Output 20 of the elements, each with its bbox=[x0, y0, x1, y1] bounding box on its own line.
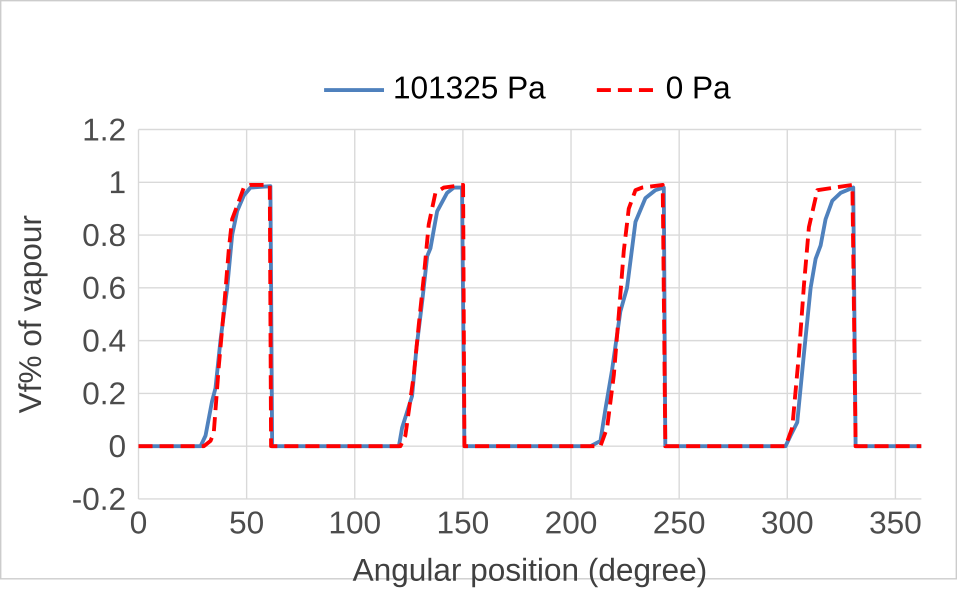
y-tick-label: -0.2 bbox=[73, 488, 124, 510]
y-tick-label: 0.8 bbox=[83, 224, 125, 246]
y-tick-label: 0 bbox=[110, 434, 125, 458]
y-tick-label: 0.4 bbox=[83, 329, 126, 352]
x-tick-label: 350 bbox=[870, 511, 921, 534]
x-tick-label: 0 bbox=[130, 511, 146, 534]
y-tick-label: 0.6 bbox=[83, 276, 125, 300]
x-tick-label: 150 bbox=[438, 511, 488, 534]
y-axis-title: Vf% of vapour bbox=[18, 216, 48, 414]
legend-label: 101325 Pa bbox=[395, 76, 546, 99]
x-tick-label: 100 bbox=[330, 511, 380, 534]
y-tick-label: 1 bbox=[110, 171, 125, 194]
x-tick-label: 250 bbox=[654, 511, 704, 534]
x-tick-label: 50 bbox=[230, 511, 263, 534]
legend-label: 0 Pa bbox=[666, 76, 731, 99]
x-axis-title: Angular position (degree) bbox=[352, 558, 706, 588]
x-tick-label: 200 bbox=[546, 511, 596, 534]
x-tick-label: 300 bbox=[762, 511, 812, 534]
y-tick-label: 0.2 bbox=[83, 382, 124, 405]
y-tick-label: 1.2 bbox=[84, 118, 124, 141]
